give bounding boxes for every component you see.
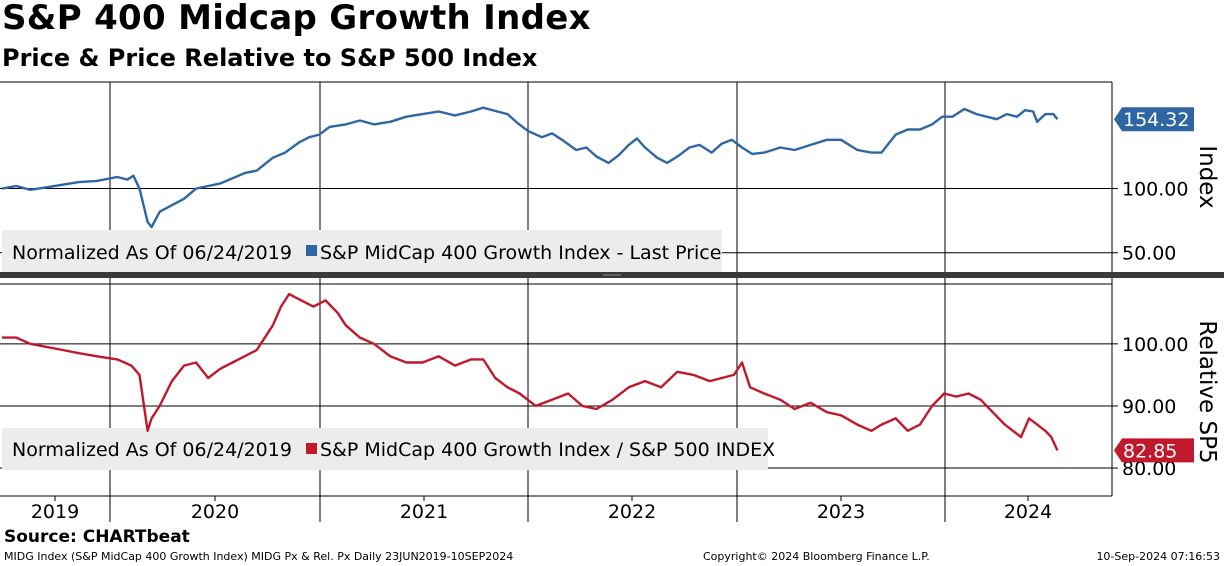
x-tick-label-2024: 2024 — [1004, 501, 1052, 523]
bottom-last-value-label: 82.85 — [1123, 440, 1177, 462]
x-axis-ticks — [54, 496, 1029, 501]
x-tick-label-2021: 2021 — [400, 501, 448, 523]
year-boundaries — [109, 82, 946, 522]
price-series-line — [1, 106, 1059, 229]
top-legend-note: Normalized As Of 06/24/2019 — [12, 242, 292, 264]
x-tick-label-2019: 2019 — [31, 501, 79, 523]
bottom-legend-note: Normalized As Of 06/24/2019 — [12, 439, 292, 461]
chart-subtitle: Price & Price Relative to S&P 500 Index — [2, 44, 538, 72]
bottom-legend-swatch — [306, 443, 317, 454]
top-last-value-label: 154.32 — [1123, 109, 1189, 131]
x-tick-labels: 2019 2020 2021 2022 2023 2024 — [31, 501, 1052, 523]
x-tick-label-2020: 2020 — [191, 501, 239, 523]
top-legend-series-name: S&P MidCap 400 Growth Index - Last Price — [320, 242, 721, 264]
footer-description: MIDG Index (S&P MidCap 400 Growth Index)… — [4, 550, 514, 563]
bottom-last-value-badge — [1114, 438, 1194, 463]
top-legend-swatch — [306, 245, 317, 256]
top-legend-box — [2, 230, 722, 272]
bottom-y-tick-label: 80.00 — [1122, 458, 1176, 480]
top-y-tick-labels: 50.00 100.00 — [1122, 179, 1188, 265]
bottom-y-axis-title: Relative SP5 — [1194, 320, 1220, 463]
x-tick-label-2023: 2023 — [817, 501, 865, 523]
bottom-y-tick-labels: 80.00 90.00 100.00 — [1122, 334, 1188, 480]
top-y-tick-label: 100.00 — [1122, 179, 1188, 201]
bottom-y-tick-label: 90.00 — [1122, 396, 1176, 418]
bottom-legend-box — [2, 428, 768, 470]
relative-series-line — [2, 292, 1059, 451]
source-note: Source: CHARTbeat — [4, 527, 190, 547]
x-tick-label-2022: 2022 — [608, 501, 656, 523]
top-last-value-badge — [1114, 107, 1194, 132]
chart-title: S&P 400 Midcap Growth Index — [2, 0, 591, 38]
bottom-y-tick-label: 100.00 — [1122, 334, 1188, 356]
footer-copyright: Copyright© 2024 Bloomberg Finance L.P. — [703, 550, 930, 563]
footer-timestamp: 10-Sep-2024 07:16:53 — [1096, 550, 1220, 563]
top-y-tick-label: 50.00 — [1122, 243, 1176, 265]
bottom-legend-series-name: S&P MidCap 400 Growth Index / S&P 500 IN… — [320, 439, 775, 461]
top-y-axis-title: Index — [1194, 145, 1220, 208]
